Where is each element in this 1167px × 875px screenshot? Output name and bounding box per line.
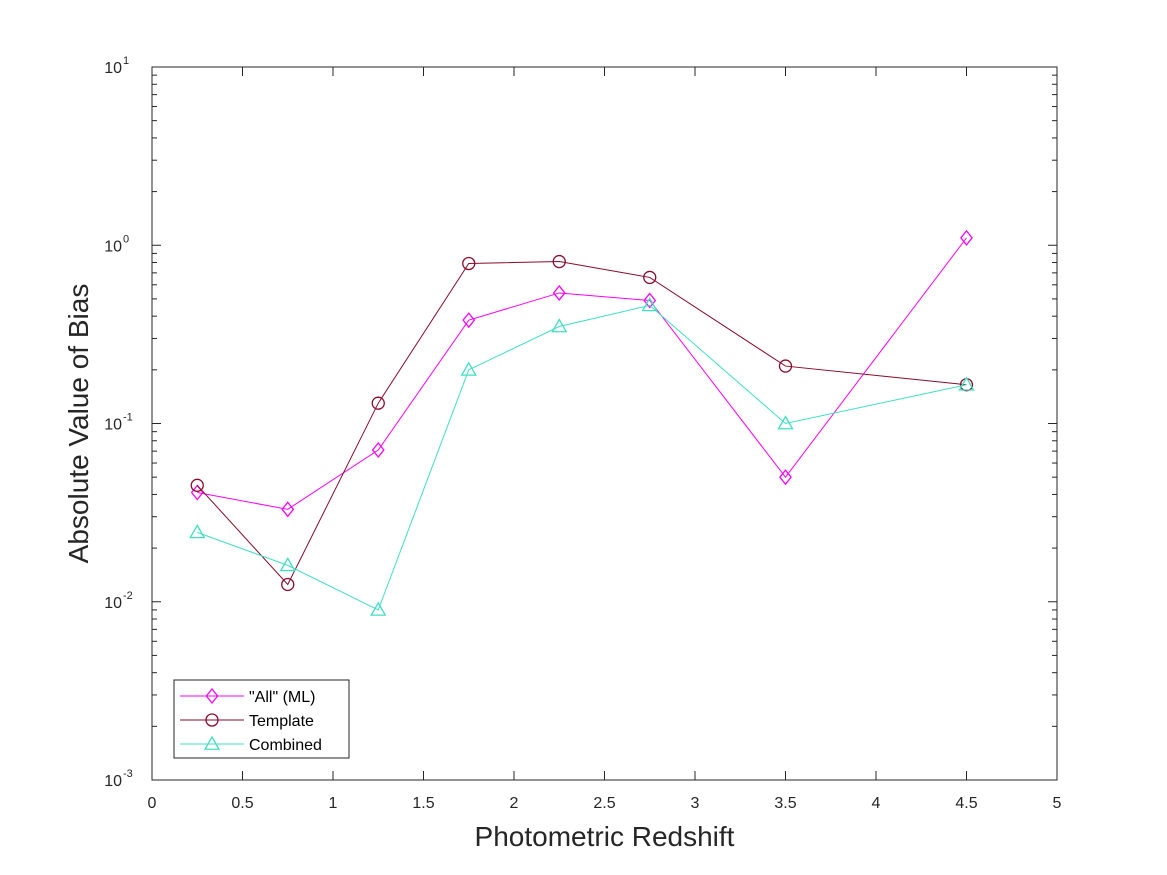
data-point	[190, 478, 204, 492]
series-line	[197, 304, 967, 611]
legend-label: Combined	[249, 737, 322, 754]
data-point	[779, 469, 792, 486]
legend-marker	[205, 687, 219, 705]
data-point	[958, 376, 975, 391]
y-tick-label: 10	[104, 238, 122, 255]
legend: "All" (ML) Template Combined	[173, 679, 350, 759]
data-point	[281, 577, 295, 592]
data-point	[552, 284, 566, 301]
data-point	[643, 292, 657, 309]
legend-label: "All" (ML)	[249, 689, 315, 706]
data-point	[370, 601, 387, 616]
data-point	[281, 501, 295, 518]
x-tick-label: 2	[510, 795, 519, 812]
series-line	[196, 261, 967, 586]
series-group	[189, 229, 975, 616]
y-tick-label: 10	[104, 417, 122, 434]
legend-label: Template	[249, 713, 314, 730]
series-line	[197, 237, 967, 510]
legend-marker	[205, 713, 219, 727]
y-tick-exponent: -1	[123, 412, 133, 424]
data-point	[189, 524, 206, 539]
data-point	[778, 359, 793, 373]
y-tick-exponent: 1	[123, 55, 129, 67]
y-tick-exponent: 0	[123, 233, 129, 245]
data-point	[552, 254, 566, 269]
data-point	[462, 256, 476, 271]
series-all-ml	[190, 229, 973, 518]
series-template	[190, 254, 974, 592]
legend-marker	[203, 735, 221, 750]
y-tick-label: 10	[104, 60, 122, 77]
x-axis-ticks: 0 0.5 1 1.5 2 2.5 3 3.5 4 4.5 5	[148, 67, 1062, 812]
x-tick-label: 4	[872, 795, 881, 812]
y-tick-exponent: -3	[123, 768, 133, 780]
y-axis-label: Absolute Value of Bias	[63, 284, 94, 564]
data-point	[460, 361, 477, 376]
legend-box	[173, 679, 350, 759]
y-tick-label: 10	[104, 595, 122, 612]
x-tick-label: 4.5	[955, 795, 977, 812]
x-tick-label: 0	[148, 795, 157, 812]
data-point	[371, 396, 385, 410]
data-point	[371, 441, 385, 459]
x-tick-label: 5	[1053, 795, 1062, 812]
data-point	[960, 229, 973, 246]
y-tick-label: 10	[104, 773, 122, 790]
series-combined	[189, 297, 975, 616]
data-point	[641, 297, 658, 312]
data-point	[643, 270, 657, 285]
data-point	[462, 312, 476, 329]
data-point	[777, 415, 794, 430]
x-tick-label: 3	[691, 795, 700, 812]
x-tick-label: 3.5	[774, 795, 796, 812]
x-axis-label: Photometric Redshift	[475, 821, 735, 852]
x-tick-label: 1.5	[412, 795, 434, 812]
data-point	[279, 557, 296, 572]
y-tick-exponent: -2	[123, 590, 133, 602]
x-tick-label: 0.5	[231, 795, 253, 812]
x-tick-label: 2.5	[593, 795, 615, 812]
data-point	[551, 318, 568, 333]
plot-area	[151, 66, 1058, 781]
x-tick-label: 1	[329, 795, 338, 812]
